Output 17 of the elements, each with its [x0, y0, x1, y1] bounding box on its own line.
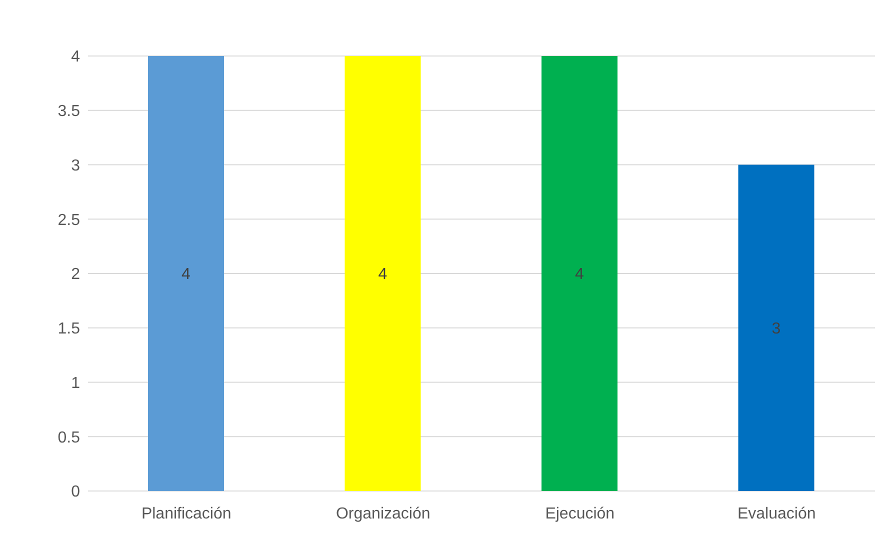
- x-tick-label: Ejecución: [545, 505, 615, 522]
- x-tick-label: Organización: [336, 505, 430, 522]
- data-label: 4: [182, 266, 191, 284]
- y-tick-label: 0.5: [58, 429, 80, 446]
- y-tick-label: 1.5: [58, 320, 80, 338]
- y-tick-label: 3: [71, 157, 80, 174]
- data-label: 4: [378, 266, 388, 284]
- y-tick-label: 2.5: [58, 212, 80, 229]
- y-tick-label: 2: [71, 266, 80, 284]
- y-tick-label: 1: [71, 374, 80, 392]
- x-tick-label: Planificación: [141, 505, 232, 522]
- data-label: 4: [575, 266, 584, 284]
- y-tick-label: 3.5: [58, 103, 80, 120]
- y-tick-label: 4: [71, 48, 80, 66]
- y-tick-label: 0: [71, 484, 80, 501]
- data-label: 3: [772, 320, 781, 338]
- x-tick-label: Evaluación: [737, 505, 816, 522]
